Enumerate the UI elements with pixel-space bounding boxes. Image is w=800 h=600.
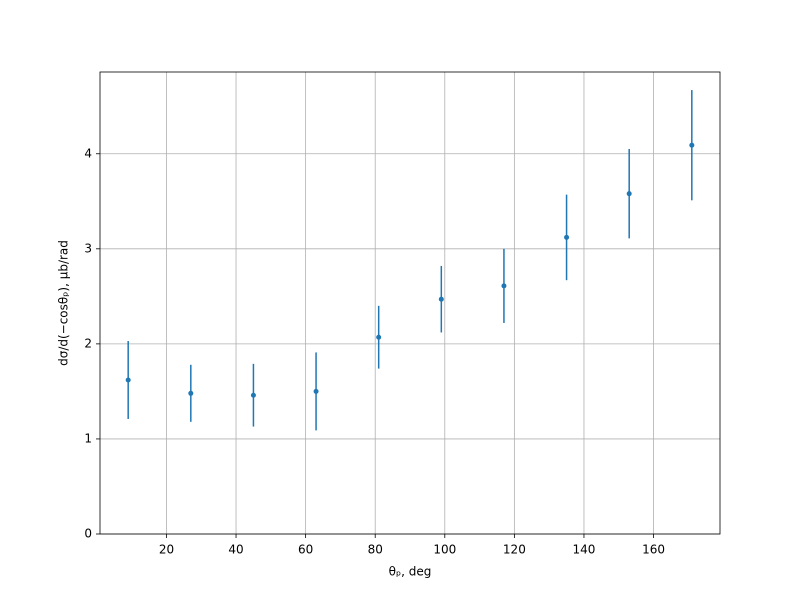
x-tick-label: 20 <box>159 543 174 557</box>
data-point <box>689 142 695 148</box>
x-tick-label: 60 <box>298 543 313 557</box>
x-tick-label: 160 <box>642 543 665 557</box>
x-tick-label: 80 <box>368 543 383 557</box>
plot-area <box>100 72 720 535</box>
x-tick-label: 40 <box>228 543 243 557</box>
axes-frame <box>99 71 721 535</box>
data-point <box>438 296 444 302</box>
y-axis-label: dσ/d(−cosθₚ), μb/rad <box>57 240 71 366</box>
x-tick-label: 100 <box>433 543 456 557</box>
data-point <box>188 390 194 396</box>
y-tick-label: 4 <box>84 146 92 160</box>
data-point <box>125 377 131 383</box>
data-point <box>501 283 507 289</box>
data-point <box>313 388 319 394</box>
data-point <box>626 191 632 197</box>
y-tick-label: 1 <box>84 431 92 445</box>
y-tick-label: 2 <box>84 336 92 350</box>
data-point <box>250 392 256 398</box>
data-point <box>564 234 570 240</box>
x-tick-label: 120 <box>503 543 526 557</box>
x-axis-label: θₚ, deg <box>389 565 432 579</box>
data-point <box>376 334 382 340</box>
y-tick-label: 3 <box>84 241 92 255</box>
x-tick-label: 140 <box>573 543 596 557</box>
y-tick-label: 0 <box>84 527 92 541</box>
